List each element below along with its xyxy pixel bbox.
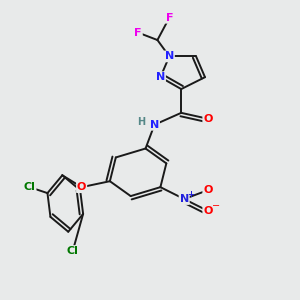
Text: O: O [77,182,86,192]
Text: H: H [137,117,145,127]
Text: −: − [212,201,220,211]
Text: N: N [180,194,189,204]
Text: N: N [156,72,165,82]
Text: Cl: Cl [67,246,79,256]
Text: O: O [203,206,213,216]
Text: N: N [165,51,174,62]
Text: O: O [203,185,213,195]
Text: +: + [188,190,195,199]
Text: N: N [150,120,159,130]
Text: O: O [203,114,213,124]
Text: F: F [134,28,142,38]
Text: F: F [166,13,173,23]
Text: Cl: Cl [24,182,36,192]
